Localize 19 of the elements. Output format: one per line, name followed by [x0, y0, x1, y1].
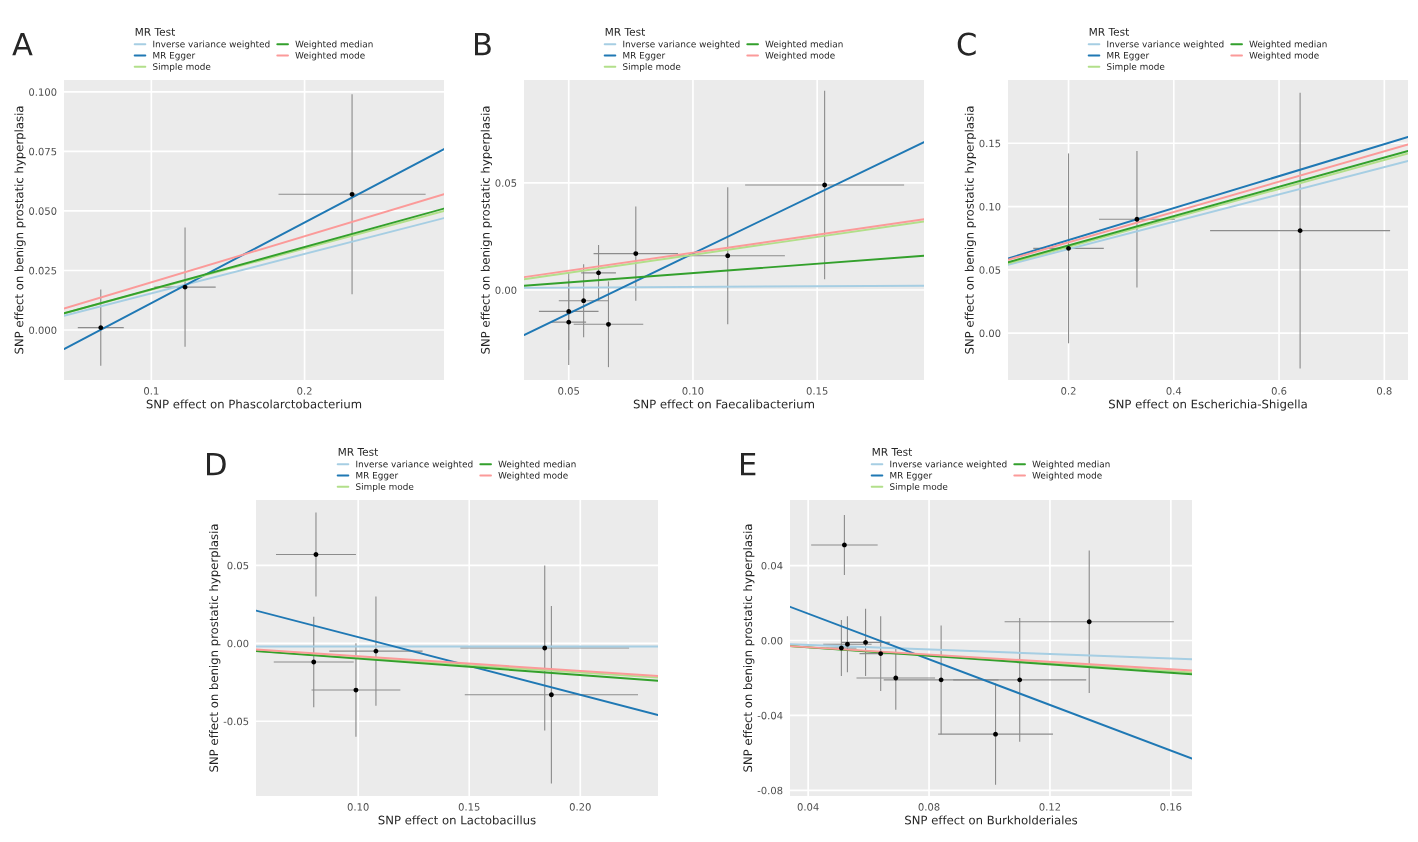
point [1086, 619, 1092, 625]
point [725, 253, 731, 259]
point [1297, 228, 1303, 234]
point [349, 191, 355, 197]
chart-title: A [12, 32, 33, 56]
point [566, 319, 572, 325]
chart-title: D [207, 452, 226, 476]
point [98, 325, 104, 331]
point [893, 675, 899, 681]
chart-title: E [741, 452, 756, 476]
point [311, 659, 317, 665]
chart-title: B [475, 32, 491, 56]
point [1017, 677, 1023, 683]
point [1134, 216, 1140, 222]
point [548, 692, 554, 698]
point [581, 298, 587, 304]
chart-title: C [957, 32, 976, 56]
point [542, 645, 548, 651]
point [878, 651, 884, 657]
